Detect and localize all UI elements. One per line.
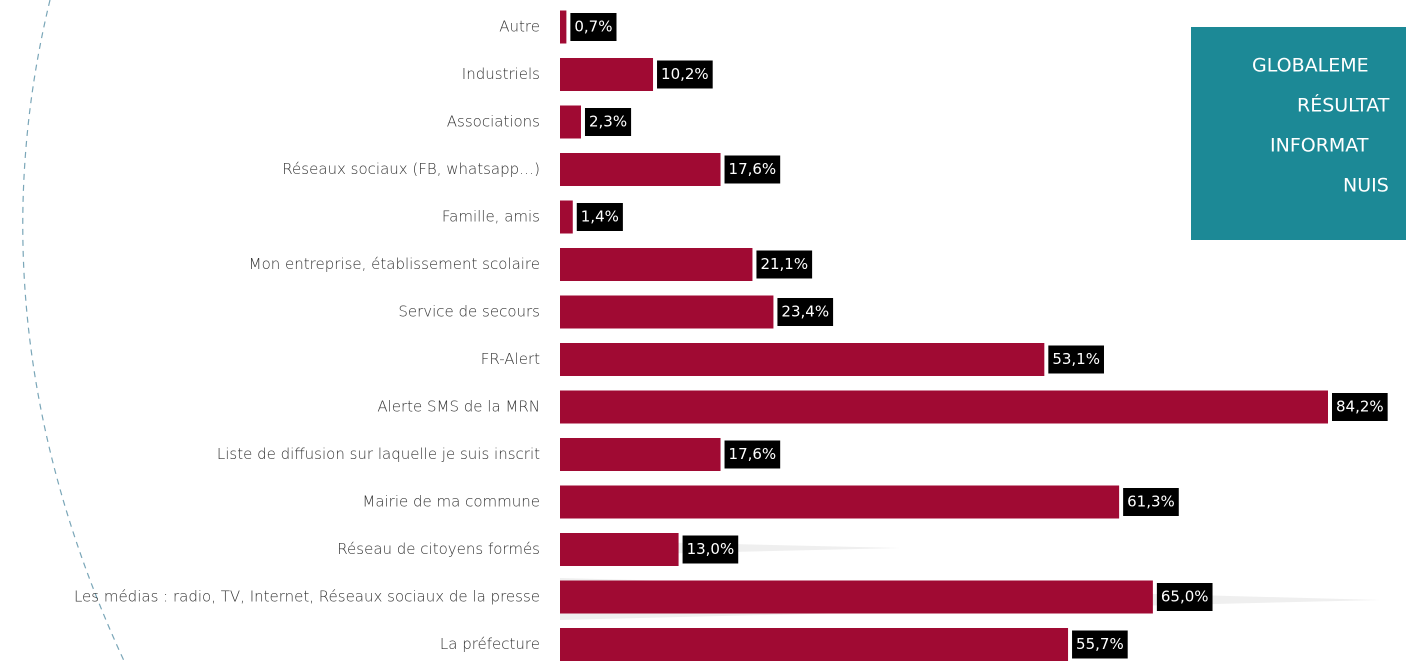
category-label: Service de secours	[398, 303, 540, 321]
bar	[560, 58, 654, 91]
category-label: Les médias : radio, TV, Internet, Réseau…	[74, 588, 540, 606]
category-label: Famille, amis	[442, 208, 540, 226]
bar	[560, 153, 721, 186]
value-label: 17,6%	[729, 160, 777, 178]
category-label: La préfecture	[440, 635, 540, 653]
bar	[560, 295, 774, 329]
value-label-box	[1048, 345, 1104, 374]
value-label-box	[584, 108, 632, 136]
bar	[560, 105, 581, 139]
category-label: Liste de diffusion sur laquelle je suis …	[217, 445, 540, 463]
category-label: Réseaux sociaux (FB, whatsapp…)	[282, 160, 540, 178]
category-label: Réseau de citoyens formés	[337, 540, 540, 558]
category-label: Industriels	[462, 65, 540, 83]
value-label-box	[570, 13, 617, 41]
callout-line: GLOBALEME	[1252, 55, 1369, 77]
value-label-box	[1123, 488, 1179, 516]
value-label-box	[1072, 630, 1128, 659]
value-label-box	[724, 440, 781, 469]
value-label: 23,4%	[781, 303, 829, 321]
category-label: Mon entreprise, établissement scolaire	[249, 255, 540, 273]
value-label: 21,1%	[760, 255, 808, 273]
value-label: 17,6%	[729, 445, 777, 463]
value-label: 10,2%	[661, 65, 709, 83]
callout-line: NUIS	[1343, 175, 1389, 197]
bar	[560, 628, 1069, 661]
callout-line: RÉSULTAT	[1297, 94, 1390, 117]
category-label: Autre	[499, 18, 540, 36]
value-label: 1,4%	[581, 208, 619, 226]
bars: Autre 0,7% Industriels 10,2% Associations 2,3…	[74, 10, 1388, 661]
bar	[560, 390, 1328, 424]
callout: GLOBALEME RÉSULTAT INFORMAT NUIS	[1252, 55, 1390, 197]
value-label: 61,3%	[1127, 493, 1175, 511]
value-label-box	[682, 535, 739, 564]
value-label-box	[777, 298, 834, 326]
value-label: 84,2%	[1336, 398, 1384, 416]
bar	[560, 485, 1120, 519]
bar	[560, 533, 679, 566]
value-label-box	[1156, 583, 1213, 611]
callout-line: INFORMAT	[1270, 135, 1369, 157]
value-label-box	[756, 250, 813, 279]
callout-box	[1191, 27, 1406, 240]
category-label: Alerte SMS de la MRN	[377, 398, 540, 416]
bar	[560, 580, 1153, 614]
value-label-box	[724, 155, 781, 184]
value-label: 13,0%	[687, 540, 735, 558]
value-label: 0,7%	[574, 18, 612, 36]
bar	[560, 10, 567, 44]
bar	[560, 248, 753, 281]
category-label: Associations	[447, 113, 540, 131]
value-label-box	[657, 60, 713, 89]
value-label: 65,0%	[1161, 588, 1209, 606]
decor-arc	[22, 0, 126, 663]
value-label: 55,7%	[1076, 635, 1124, 653]
category-label: Mairie de ma commune	[362, 493, 540, 511]
bar	[560, 200, 573, 234]
value-label: 2,3%	[589, 113, 627, 131]
value-label-box	[576, 203, 623, 231]
category-label: FR-Alert	[481, 350, 540, 368]
value-label-box	[1332, 393, 1388, 421]
bar	[560, 438, 721, 471]
value-label: 53,1%	[1052, 350, 1100, 368]
bar	[560, 343, 1045, 376]
